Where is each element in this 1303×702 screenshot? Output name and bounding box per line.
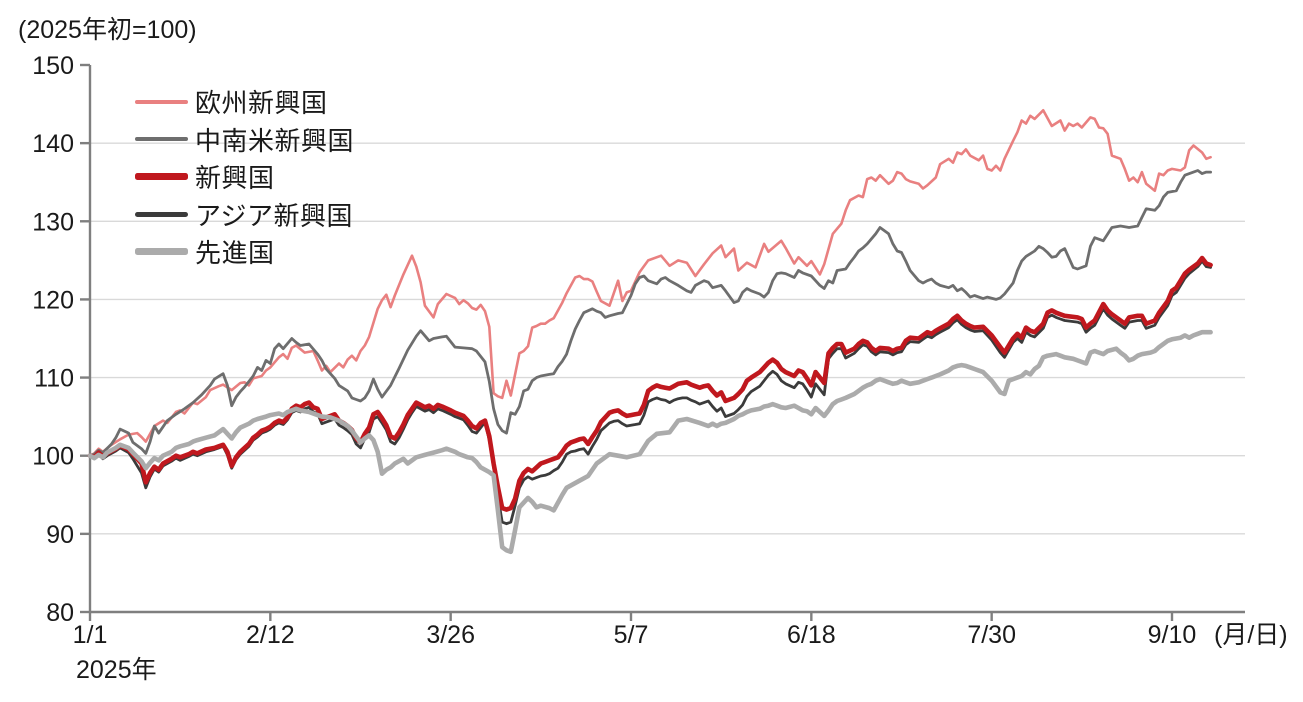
legend-swatch-europe-em (135, 99, 188, 104)
legend-swatch-em (135, 173, 188, 181)
series-line-em (87, 255, 1213, 512)
legend-item-em: 新興国 (135, 158, 354, 196)
x-tick-label: 5/7 (614, 621, 649, 649)
legend-label-developed: 先進国 (195, 238, 275, 269)
legend-item-latam-em: 中南米新興国 (135, 121, 354, 159)
y-tick-label: 120 (32, 286, 74, 314)
y-tick-label: 90 (46, 521, 74, 549)
legend-swatch-developed (135, 248, 188, 256)
legend-item-europe-em: 欧州新興国 (135, 83, 354, 121)
series-line-developed (87, 329, 1213, 555)
y-tick-label: 150 (32, 52, 74, 80)
x-tick-label: 2/12 (246, 621, 295, 649)
legend-swatch-asia-em (135, 212, 188, 217)
x-tick-label: 1/1 (73, 621, 108, 649)
chart-title: (2025年初=100) (18, 16, 197, 44)
x-axis-year-label: 2025年 (76, 656, 157, 684)
y-tick-label: 80 (46, 599, 74, 627)
series-line-latam-em (88, 169, 1212, 458)
series-line-asia-em (88, 259, 1212, 526)
legend-label-em: 新興国 (195, 163, 275, 194)
legend-item-asia-em: アジア新興国 (135, 196, 354, 234)
y-tick-label: 140 (32, 130, 74, 158)
y-tick-label: 100 (32, 443, 74, 471)
x-tick-label: 6/18 (787, 621, 836, 649)
legend-label-europe-em: 欧州新興国 (195, 88, 328, 119)
legend-label-asia-em: アジア新興国 (195, 200, 353, 231)
y-tick-label: 110 (34, 365, 74, 393)
legend-swatch-latam-em (135, 137, 188, 142)
chart-legend: 欧州新興国 中南米新興国 新興国 アジア新興国 先進国 (135, 83, 354, 271)
legend-item-developed: 先進国 (135, 233, 354, 271)
legend-label-latam-em: 中南米新興国 (195, 125, 355, 156)
series-line-europe-em (88, 109, 1212, 458)
x-tick-label: 7/30 (967, 621, 1016, 649)
y-tick-label: 130 (32, 208, 74, 236)
x-tick-label: 9/10 (1148, 621, 1197, 649)
x-tick-label: 3/26 (426, 621, 475, 649)
x-axis-unit-label: (月/日) (1214, 621, 1288, 649)
